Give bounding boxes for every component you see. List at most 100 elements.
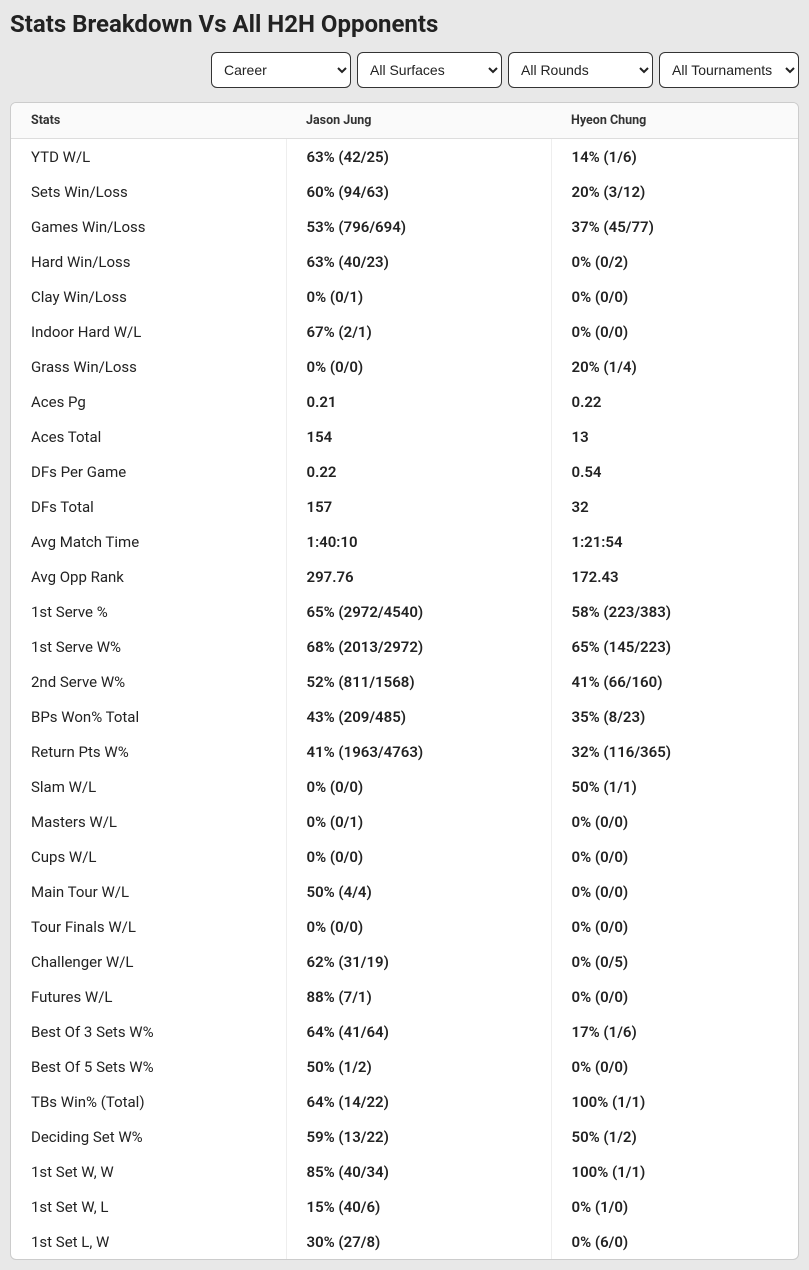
- stat-label: 1st Set W, L: [11, 1189, 286, 1224]
- stat-value-player1: 64% (41/64): [286, 1014, 551, 1049]
- col-header-player1: Jason Jung: [286, 103, 551, 139]
- stat-label: 1st Set L, W: [11, 1224, 286, 1259]
- stat-value-player2: 0% (1/0): [551, 1189, 798, 1224]
- filters-bar: Career All Surfaces All Rounds All Tourn…: [10, 52, 799, 88]
- stat-value-player1: 0% (0/1): [286, 279, 551, 314]
- table-row: 1st Serve %65% (2972/4540)58% (223/383): [11, 594, 798, 629]
- stat-label: Tour Finals W/L: [11, 909, 286, 944]
- stat-value-player2: 0% (0/0): [551, 909, 798, 944]
- stat-value-player2: 20% (3/12): [551, 174, 798, 209]
- stat-value-player1: 0% (0/0): [286, 909, 551, 944]
- table-row: Futures W/L88% (7/1)0% (0/0): [11, 979, 798, 1014]
- stat-value-player1: 30% (27/8): [286, 1224, 551, 1259]
- filter-tournaments[interactable]: All Tournaments: [659, 52, 799, 88]
- stat-value-player1: 154: [286, 419, 551, 454]
- stat-value-player1: 0% (0/1): [286, 804, 551, 839]
- table-row: Best Of 5 Sets W%50% (1/2)0% (0/0): [11, 1049, 798, 1084]
- stat-value-player2: 58% (223/383): [551, 594, 798, 629]
- stat-value-player2: 100% (1/1): [551, 1084, 798, 1119]
- table-row: 1st Set W, W85% (40/34)100% (1/1): [11, 1154, 798, 1189]
- stat-value-player1: 0.21: [286, 384, 551, 419]
- stat-label: Main Tour W/L: [11, 874, 286, 909]
- stat-value-player2: 0% (0/0): [551, 804, 798, 839]
- stat-value-player1: 50% (1/2): [286, 1049, 551, 1084]
- table-row: Aces Pg0.210.22: [11, 384, 798, 419]
- table-row: Slam W/L0% (0/0)50% (1/1): [11, 769, 798, 804]
- stat-value-player2: 0% (0/0): [551, 314, 798, 349]
- stat-value-player2: 0.54: [551, 454, 798, 489]
- stat-value-player1: 65% (2972/4540): [286, 594, 551, 629]
- stat-value-player1: 157: [286, 489, 551, 524]
- stat-value-player2: 0.22: [551, 384, 798, 419]
- stat-label: Best Of 3 Sets W%: [11, 1014, 286, 1049]
- table-row: Main Tour W/L50% (4/4)0% (0/0): [11, 874, 798, 909]
- stat-value-player2: 0% (0/0): [551, 874, 798, 909]
- table-row: TBs Win% (Total)64% (14/22)100% (1/1): [11, 1084, 798, 1119]
- filter-surfaces[interactable]: All Surfaces: [357, 52, 502, 88]
- stat-value-player1: 67% (2/1): [286, 314, 551, 349]
- stat-value-player2: 41% (66/160): [551, 664, 798, 699]
- stat-label: DFs Total: [11, 489, 286, 524]
- stat-value-player2: 35% (8/23): [551, 699, 798, 734]
- stat-label: Return Pts W%: [11, 734, 286, 769]
- table-row: 2nd Serve W%52% (811/1568)41% (66/160): [11, 664, 798, 699]
- stat-value-player2: 0% (0/2): [551, 244, 798, 279]
- filter-career[interactable]: Career: [211, 52, 351, 88]
- stat-label: Hard Win/Loss: [11, 244, 286, 279]
- table-header-row: Stats Jason Jung Hyeon Chung: [11, 103, 798, 139]
- stat-value-player2: 50% (1/2): [551, 1119, 798, 1154]
- table-row: 1st Serve W%68% (2013/2972)65% (145/223): [11, 629, 798, 664]
- stat-label: Challenger W/L: [11, 944, 286, 979]
- stats-table: Stats Jason Jung Hyeon Chung YTD W/L63% …: [11, 103, 798, 1259]
- stat-label: Avg Match Time: [11, 524, 286, 559]
- stat-value-player1: 85% (40/34): [286, 1154, 551, 1189]
- stat-value-player2: 0% (0/5): [551, 944, 798, 979]
- table-row: Indoor Hard W/L67% (2/1)0% (0/0): [11, 314, 798, 349]
- stat-value-player2: 32% (116/365): [551, 734, 798, 769]
- table-row: Deciding Set W%59% (13/22)50% (1/2): [11, 1119, 798, 1154]
- table-row: Return Pts W%41% (1963/4763)32% (116/365…: [11, 734, 798, 769]
- stat-value-player1: 68% (2013/2972): [286, 629, 551, 664]
- stat-value-player1: 0% (0/0): [286, 349, 551, 384]
- stat-value-player2: 1:21:54: [551, 524, 798, 559]
- stat-label: 2nd Serve W%: [11, 664, 286, 699]
- stat-label: Avg Opp Rank: [11, 559, 286, 594]
- stat-value-player2: 0% (0/0): [551, 1049, 798, 1084]
- stat-value-player2: 0% (0/0): [551, 839, 798, 874]
- stat-value-player1: 1:40:10: [286, 524, 551, 559]
- table-row: Hard Win/Loss63% (40/23)0% (0/2): [11, 244, 798, 279]
- stat-label: DFs Per Game: [11, 454, 286, 489]
- stat-label: Cups W/L: [11, 839, 286, 874]
- stat-value-player1: 59% (13/22): [286, 1119, 551, 1154]
- stat-value-player2: 0% (0/0): [551, 279, 798, 314]
- table-row: Aces Total15413: [11, 419, 798, 454]
- table-row: 1st Set W, L15% (40/6)0% (1/0): [11, 1189, 798, 1224]
- stat-label: 1st Serve W%: [11, 629, 286, 664]
- table-row: Games Win/Loss53% (796/694)37% (45/77): [11, 209, 798, 244]
- stat-label: YTD W/L: [11, 139, 286, 175]
- table-body: YTD W/L63% (42/25)14% (1/6)Sets Win/Loss…: [11, 139, 798, 1260]
- stat-value-player2: 20% (1/4): [551, 349, 798, 384]
- stat-value-player2: 13: [551, 419, 798, 454]
- table-row: Masters W/L0% (0/1)0% (0/0): [11, 804, 798, 839]
- stat-label: Slam W/L: [11, 769, 286, 804]
- stat-value-player1: 52% (811/1568): [286, 664, 551, 699]
- stat-value-player2: 17% (1/6): [551, 1014, 798, 1049]
- table-row: DFs Per Game0.220.54: [11, 454, 798, 489]
- table-row: Tour Finals W/L0% (0/0)0% (0/0): [11, 909, 798, 944]
- table-row: 1st Set L, W30% (27/8)0% (6/0): [11, 1224, 798, 1259]
- stat-label: Deciding Set W%: [11, 1119, 286, 1154]
- filter-rounds[interactable]: All Rounds: [508, 52, 653, 88]
- stat-label: Grass Win/Loss: [11, 349, 286, 384]
- stat-label: Masters W/L: [11, 804, 286, 839]
- table-row: BPs Won% Total43% (209/485)35% (8/23): [11, 699, 798, 734]
- stat-value-player2: 50% (1/1): [551, 769, 798, 804]
- stat-value-player1: 297.76: [286, 559, 551, 594]
- stat-value-player2: 172.43: [551, 559, 798, 594]
- stat-label: Futures W/L: [11, 979, 286, 1014]
- stat-value-player1: 50% (4/4): [286, 874, 551, 909]
- col-header-player2: Hyeon Chung: [551, 103, 798, 139]
- stat-label: TBs Win% (Total): [11, 1084, 286, 1119]
- table-row: Best Of 3 Sets W%64% (41/64)17% (1/6): [11, 1014, 798, 1049]
- stat-value-player1: 88% (7/1): [286, 979, 551, 1014]
